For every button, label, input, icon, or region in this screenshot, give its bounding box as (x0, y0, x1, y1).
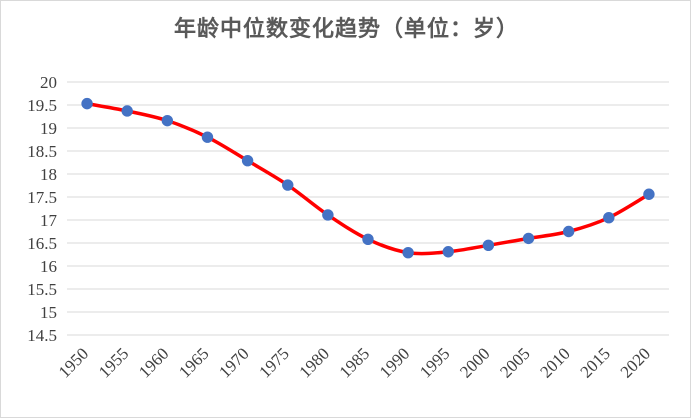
data-point (322, 209, 334, 221)
x-tick-label: 1995 (416, 344, 453, 381)
y-tick-label: 14.5 (27, 326, 57, 345)
y-tick-label: 20 (40, 73, 57, 92)
x-tick-label: 1960 (135, 344, 172, 381)
y-tick-label: 17.5 (27, 188, 57, 207)
y-tick-label: 17 (40, 211, 58, 230)
y-tick-label: 16 (40, 257, 57, 276)
data-point (603, 212, 615, 224)
x-tick-label: 2020 (617, 344, 654, 381)
data-point (482, 239, 495, 252)
y-tick-label: 19.5 (27, 96, 57, 115)
y-tick-label: 15.5 (27, 280, 57, 299)
chart-title: 年龄中位数变化趋势（单位：岁） (173, 17, 519, 42)
x-tick-label: 2000 (456, 344, 493, 381)
data-point (442, 246, 454, 258)
x-tick-label: 1965 (175, 344, 212, 381)
x-tick-label: 2015 (576, 344, 613, 381)
x-tick-label: 1970 (215, 344, 252, 381)
data-point (643, 188, 655, 200)
x-tick-label: 1990 (376, 344, 413, 381)
y-tick-label: 19 (40, 119, 57, 138)
y-tick-label: 18 (40, 165, 57, 184)
data-point (282, 179, 294, 191)
y-tick-label: 18.5 (27, 142, 57, 161)
data-point (241, 154, 254, 167)
x-tick-label: 2010 (536, 344, 573, 381)
y-tick-label: 16.5 (27, 234, 57, 253)
y-tick-label: 15 (40, 303, 57, 322)
x-tick-label: 1980 (296, 344, 333, 381)
data-point (402, 246, 414, 259)
x-tick-label: 2005 (496, 344, 533, 381)
x-tick-label: 1975 (255, 344, 292, 381)
x-tick-label: 1985 (336, 344, 373, 381)
data-point (522, 232, 535, 245)
x-tick-label: 1955 (95, 344, 132, 381)
data-point (121, 105, 133, 117)
x-tick-label: 1950 (55, 344, 92, 381)
data-point (161, 114, 174, 127)
data-point (81, 97, 93, 110)
data-point (201, 131, 214, 143)
data-point (362, 233, 374, 246)
data-point (562, 225, 575, 238)
